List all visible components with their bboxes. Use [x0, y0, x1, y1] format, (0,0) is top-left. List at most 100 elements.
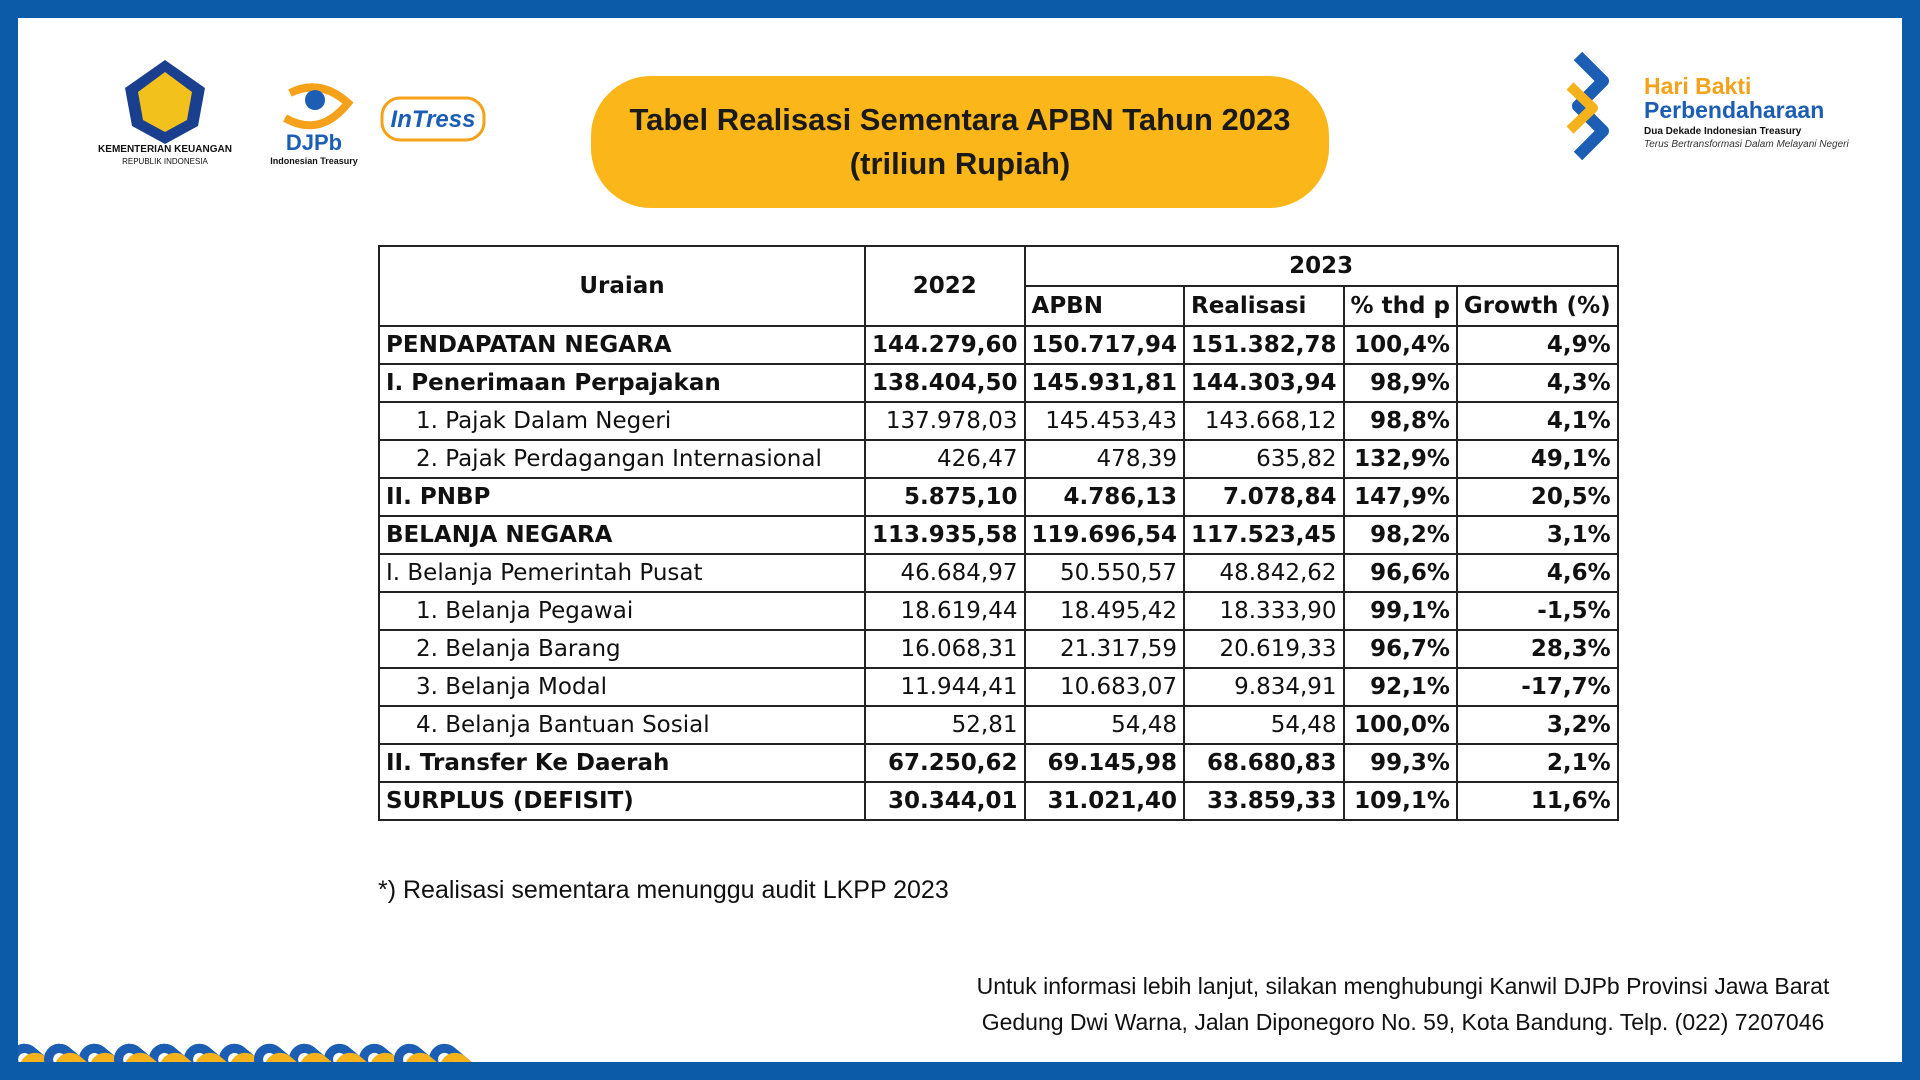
chain-link: [404, 1052, 453, 1062]
chain-link: [54, 1052, 103, 1062]
column-header: Uraian: [378, 245, 866, 327]
chain-link: [159, 1052, 208, 1062]
table: Uraian 2022 2023 APBN Realisasi% thd p Gro…: [378, 245, 1619, 821]
cell: 147,9%: [1342, 477, 1458, 517]
cell: 100,4%: [1342, 325, 1458, 365]
decoration: [18, 1043, 488, 1062]
table-row: I. Penerimaan Perpajakan 138.404,50 145.93…: [378, 363, 1619, 403]
cell: 18.495,42: [1023, 591, 1186, 631]
cell: 96,6%: [1342, 553, 1458, 593]
footnote: *) Realisasi sementara menunggu audit LK…: [378, 876, 949, 904]
column-header: 2023: [1023, 245, 1619, 287]
chain-link: [229, 1052, 278, 1062]
cell: 33.859,33: [1183, 781, 1345, 821]
table-row: 1. Belanja Pegawai 18.619,44 18.495,42 18.3…: [378, 591, 1619, 631]
cell: 113.935,58: [864, 515, 1026, 555]
brand-title: Perbendaharaan: [1644, 97, 1824, 123]
logo-text: REPUBLIK INDONESIA: [122, 157, 208, 166]
row-label: SURPLUS (DEFISIT): [378, 781, 866, 821]
cell: 54,48: [1023, 705, 1186, 745]
table-row: 2. Pajak Perdagangan Internasional 426,47…: [378, 439, 1619, 479]
table-row: SURPLUS (DEFISIT) 30.344,01 31.021,40 33.85…: [378, 781, 1619, 821]
cell: 30.344,01: [864, 781, 1026, 821]
row-label: II. PNBP: [378, 477, 866, 517]
cell: 117.523,45: [1183, 515, 1345, 555]
cell: 21.317,59: [1023, 629, 1186, 669]
table-row: II. PNBP 5.875,10 4.786,13 7.078,84 147,9% 20…: [378, 477, 1619, 517]
cell: 28,3%: [1455, 629, 1619, 669]
cell: 54,48: [1183, 705, 1345, 745]
cell: 145.931,81: [1023, 363, 1186, 403]
table-row: 2. Belanja Barang 16.068,31 21.317,59 20.61…: [378, 629, 1619, 669]
logo-text: DJPb: [286, 130, 342, 155]
table-row: II. Transfer Ke Daerah 67.250,62 69.145,98…: [378, 743, 1619, 783]
row-label: 3. Belanja Modal: [378, 667, 866, 707]
chain-link: [369, 1052, 418, 1062]
cell: 99,3%: [1342, 743, 1458, 783]
cell: 9.834,91: [1183, 667, 1345, 707]
table-row: 1. Pajak Dalam Negeri 137.978,03 145.453,4…: [378, 401, 1619, 441]
cell: -17,7%: [1455, 667, 1619, 707]
cell: 4.786,13: [1023, 477, 1186, 517]
brand-mark: [1566, 82, 1598, 134]
cell: 68.680,83: [1183, 743, 1345, 783]
cell: 50.550,57: [1023, 553, 1186, 593]
table-row: I. Belanja Pemerintah Pusat 46.684,97 50.5…: [378, 553, 1619, 593]
row-label: I. Belanja Pemerintah Pusat: [378, 553, 866, 593]
cell: 4,6%: [1455, 553, 1619, 593]
row-label: 2. Pajak Perdagangan Internasional: [378, 439, 866, 479]
cell: 69.145,98: [1023, 743, 1186, 783]
contact: Untuk informasi lebih lanjut, silakan me…: [898, 968, 1902, 1040]
cell: 119.696,54: [1023, 515, 1186, 555]
column-header: Growth (%): [1455, 285, 1619, 327]
chain-link: [124, 1052, 173, 1062]
logo-text: KEMENTERIAN KEUANGAN: [98, 144, 232, 155]
table-row: 4. Belanja Bantuan Sosial 52,81 54,48 54,48…: [378, 705, 1619, 745]
cell: 98,9%: [1342, 363, 1458, 403]
cell: 98,2%: [1342, 515, 1458, 555]
cell: 143.668,12: [1183, 401, 1345, 441]
cell: 67.250,62: [864, 743, 1026, 783]
chain-link: [194, 1052, 243, 1062]
contact-line: Gedung Dwi Warna, Jalan Diponegoro No. 5…: [981, 1009, 1825, 1035]
contact-line: Untuk informasi lebih lanjut, silakan me…: [976, 973, 1830, 999]
column-header: Realisasi: [1183, 285, 1345, 327]
cell: 7.078,84: [1183, 477, 1345, 517]
cell: 20,5%: [1455, 477, 1619, 517]
chain-link: [299, 1052, 348, 1062]
cell: 4,3%: [1455, 363, 1619, 403]
cell: 426,47: [864, 439, 1026, 479]
cell: 635,82: [1183, 439, 1345, 479]
logos: KEMENTERIAN KEUANGAN REPUBLIK INDONESIA …: [98, 60, 486, 166]
chain-link: [19, 1052, 68, 1062]
djpb-swoosh: [283, 83, 354, 130]
cell: 20.619,33: [1183, 629, 1345, 669]
cell: 10.683,07: [1023, 667, 1186, 707]
cell: 3,2%: [1455, 705, 1619, 745]
cell: 144.279,60: [864, 325, 1026, 365]
chain-link: [439, 1052, 488, 1062]
brand-title: Hari Bakti: [1644, 73, 1751, 99]
cell: 49,1%: [1455, 439, 1619, 479]
chain-link: [264, 1052, 313, 1062]
brand-logo: Hari Bakti Perbendaharaan Dua Dekade Ind…: [1566, 51, 1849, 161]
table-row: BELANJA NEGARA 113.935,58 119.696,54 117.52…: [378, 515, 1619, 555]
logo-text: Indonesian Treasury: [270, 156, 358, 166]
chain-link: [334, 1052, 383, 1062]
row-label: 1. Belanja Pegawai: [378, 591, 866, 631]
cell: -1,5%: [1455, 591, 1619, 631]
brand-mark: [1572, 51, 1609, 161]
cell: 4,9%: [1455, 325, 1619, 365]
row-label: 4. Belanja Bantuan Sosial: [378, 705, 866, 745]
chain-link: [89, 1052, 138, 1062]
cell: 5.875,10: [864, 477, 1026, 517]
cell: 52,81: [864, 705, 1026, 745]
cell: 100,0%: [1342, 705, 1458, 745]
row-label: PENDAPATAN NEGARA: [378, 325, 866, 365]
cell: 3,1%: [1455, 515, 1619, 555]
table-row: 3. Belanja Modal 11.944,41 10.683,07 9.834,…: [378, 667, 1619, 707]
column-header: 2022: [864, 245, 1026, 327]
brand-tagline: Dua Dekade Indonesian Treasury: [1644, 126, 1802, 137]
column-header: APBN: [1023, 285, 1186, 327]
